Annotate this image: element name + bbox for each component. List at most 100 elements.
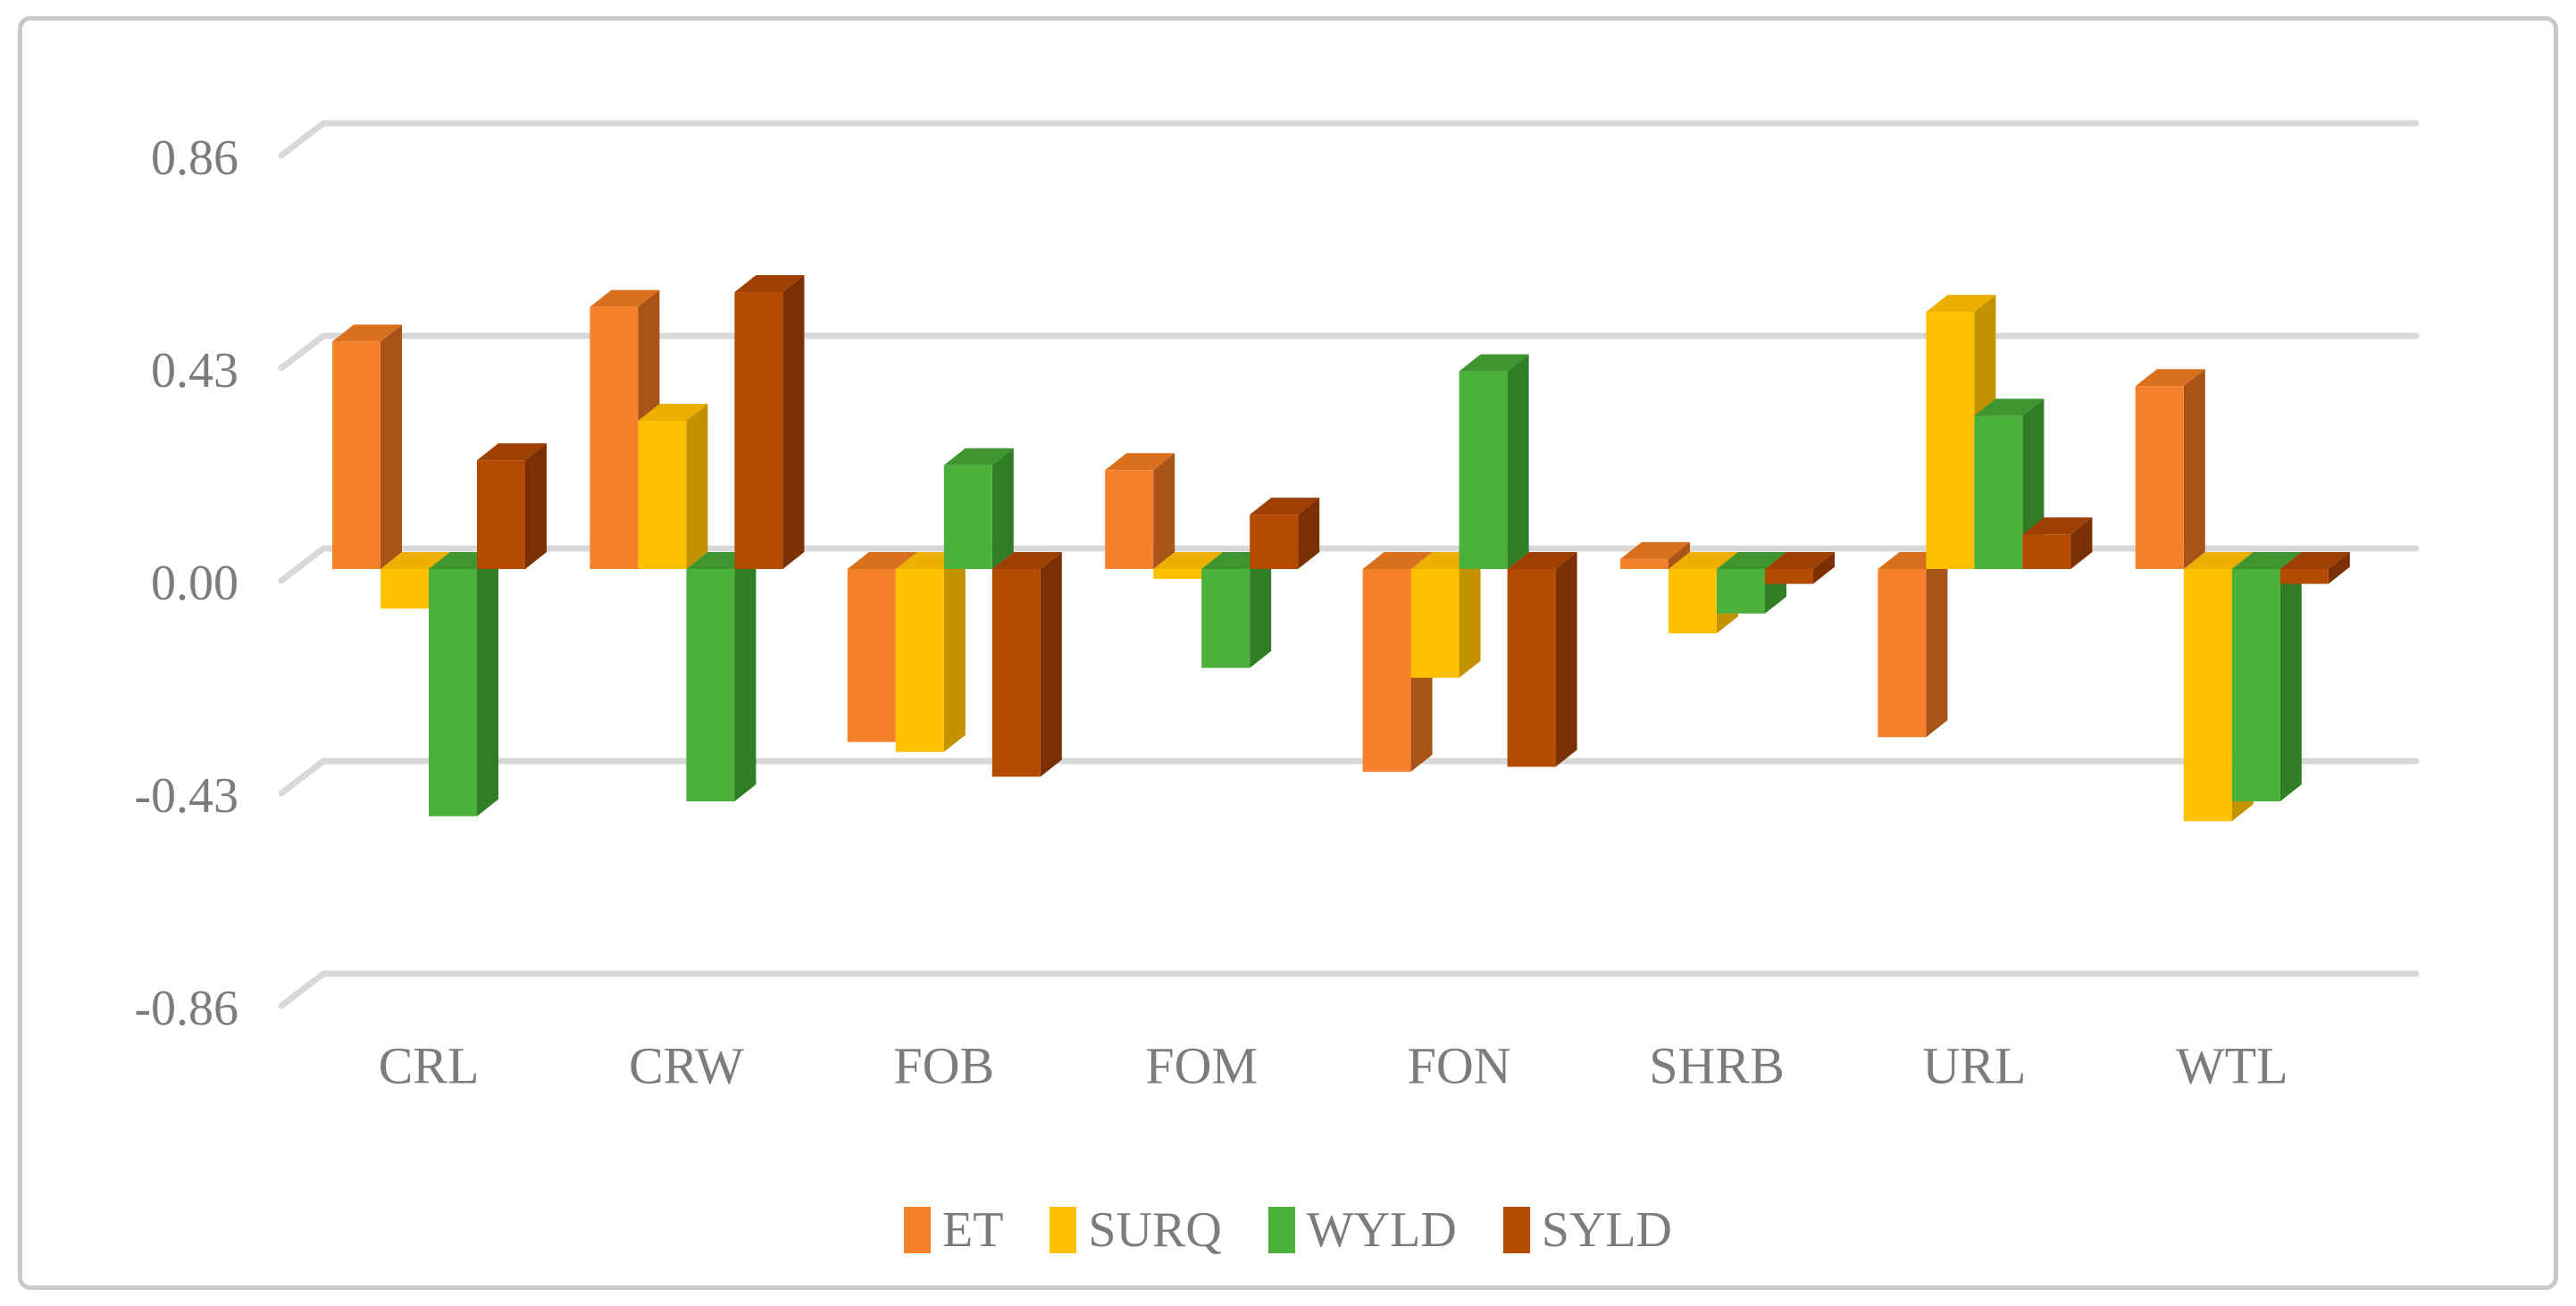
bar-SURQ-CRL-top [381,552,450,569]
x-category-label-FOB: FOB [893,1037,994,1095]
bar-WYLD-FON-top [1459,354,1529,372]
legend-item-WYLD: WYLD [1267,1205,1457,1255]
legend-item-SURQ: SURQ [1050,1202,1222,1258]
bar-SYLD-CRW-side [782,275,805,569]
bar-SYLD-FOB-top [991,552,1062,569]
bar-ET-WTL-side [2183,369,2205,569]
bar-SURQ-CRL-front [381,569,429,609]
bar-WYLD-FOB-front [943,465,992,569]
bar-SYLD-URL-side [2070,517,2093,569]
x-category-label-FOM: FOM [1145,1037,1258,1095]
bar-ET-FOB-front [847,569,896,742]
x-category-label-FON: FON [1408,1037,1511,1095]
bar-SURQ-URL-top [1926,295,1996,313]
bar-SYLD-CRW-top [734,275,805,293]
bar-WYLD-CRW-front [686,569,735,802]
legend-swatch-ET [904,1207,931,1253]
bar-ET-FOM-top [1105,453,1175,471]
bar-SURQ-CRW-side [686,403,708,569]
bar-WYLD-CRL-front [429,569,477,816]
bar-ET-SHRB-top [1620,541,1690,559]
bar-SYLD-WTL-front [2279,569,2329,584]
gridline--0.86 [278,970,2420,1009]
bar-ET-CRL-front [332,341,381,569]
x-category-label-CRL: CRL [379,1037,480,1095]
legend-label-ET: ET [942,1202,1004,1258]
bar-SYLD-FON-front [1507,569,1556,767]
bar-SYLD-FOM-top [1250,498,1320,515]
bar-SURQ-FOM-top [1153,552,1224,569]
bar-SYLD-SHRB-front [1765,569,1813,584]
gridline-0.86 [278,120,2420,159]
gridline-0.43 [278,332,2420,372]
bar-WYLD-SHRB-front [1717,569,1765,614]
bar-SYLD-SHRB-top [1765,552,1835,569]
bar-SYLD-URL-top [2022,517,2093,535]
bar-WYLD-FOB-top [943,448,1014,465]
bar-WYLD-FOB-side [991,448,1014,569]
bar-SYLD-WTL-top [2279,552,2350,569]
bar-WYLD-URL-front [1974,415,2023,569]
x-category-label-URL: URL [1922,1037,2026,1095]
x-category-label-SHRB: SHRB [1649,1037,1785,1095]
bar-SURQ-CRW-front [638,420,687,569]
y-tick-label-0.43: 0.43 [151,343,238,398]
bar-ET-WTL-front [2135,386,2184,569]
bar-WYLD-FOM-front [1201,569,1250,668]
legend-label-SURQ: SURQ [1088,1202,1222,1258]
legend-swatch-WYLD [1267,1207,1295,1253]
bar-SYLD-CRL-top [477,443,547,461]
bar-SURQ-FOB-side [943,552,966,752]
bar-WYLD-CRW-side [734,552,757,802]
bar-SYLD-WTL-side [2328,552,2350,584]
bar-WYLD-FOM-side [1250,552,1272,668]
bar-SURQ-WTL-front [2183,569,2232,822]
bar-SYLD-CRL-side [525,443,547,569]
bar-ET-FOM-side [1153,453,1175,569]
bar-SURQ-FON-front [1410,569,1459,678]
legend: ET SURQ WYLD SYLD [22,1201,2554,1259]
bar-SURQ-URL-front [1926,312,1975,569]
bar-SURQ-FON-side [1459,552,1481,678]
bar-ET-WTL-top [2135,369,2205,387]
bar-SYLD-FOB-front [991,569,1041,777]
bar-ET-CRL-top [332,324,402,342]
bar-SYLD-FON-top [1507,552,1577,569]
bar-SYLD-CRL-front [477,460,525,569]
bar-ET-CRW-top [590,289,660,307]
bar-ET-CRW-front [590,306,639,569]
bar-ET-SHRB-side [1669,541,1690,569]
y-tick-label-0.00: 0.00 [151,556,238,611]
gridline--0.43 [278,758,2420,797]
bar-ET-FOM-front [1105,470,1154,569]
bar-WYLD-WTL-side [2279,552,2302,802]
y-tick-label--0.86: -0.86 [134,981,238,1036]
legend-swatch-SYLD [1502,1207,1530,1253]
bar-SYLD-FON-side [1555,552,1577,767]
bar-SURQ-WTL-top [2183,552,2254,569]
bar-WYLD-WTL-top [2231,552,2302,569]
bar-WYLD-WTL-front [2231,569,2280,802]
bar-ET-SHRB-front [1620,558,1669,569]
legend-swatch-SURQ [1050,1207,1077,1253]
bar-SURQ-CRW-top [638,403,708,421]
bar-WYLD-URL-top [1974,398,2045,416]
legend-item-SYLD: SYLD [1502,1202,1672,1258]
gridline-0.00 [278,545,2420,584]
bar-SYLD-FOM-front [1250,515,1299,569]
x-category-label-WTL: WTL [2176,1037,2288,1095]
bar-ET-FON-top [1362,552,1433,569]
bar-SURQ-SHRB-top [1669,552,1738,569]
bar-ET-FON-front [1362,569,1411,772]
bar-SYLD-URL-front [2022,534,2071,569]
bar-chart-svg: 0.86 0.43 0.00 -0.43 -0.86 CRL CRW FOB FOM FON SHR… [134,120,2420,1095]
legend-item-ET: ET [904,1205,1003,1255]
bar-WYLD-SHRB-top [1717,552,1786,569]
bar-ET-CRL-side [381,324,402,569]
legend-label-SYLD: SYLD [1541,1202,1672,1258]
y-tick-label--0.43: -0.43 [134,768,238,824]
bar-WYLD-FON-front [1459,371,1508,569]
bar-SURQ-SHRB-front [1669,569,1717,633]
bar-ET-FOB-top [847,552,917,569]
y-tick-label-0.86: 0.86 [151,130,238,186]
